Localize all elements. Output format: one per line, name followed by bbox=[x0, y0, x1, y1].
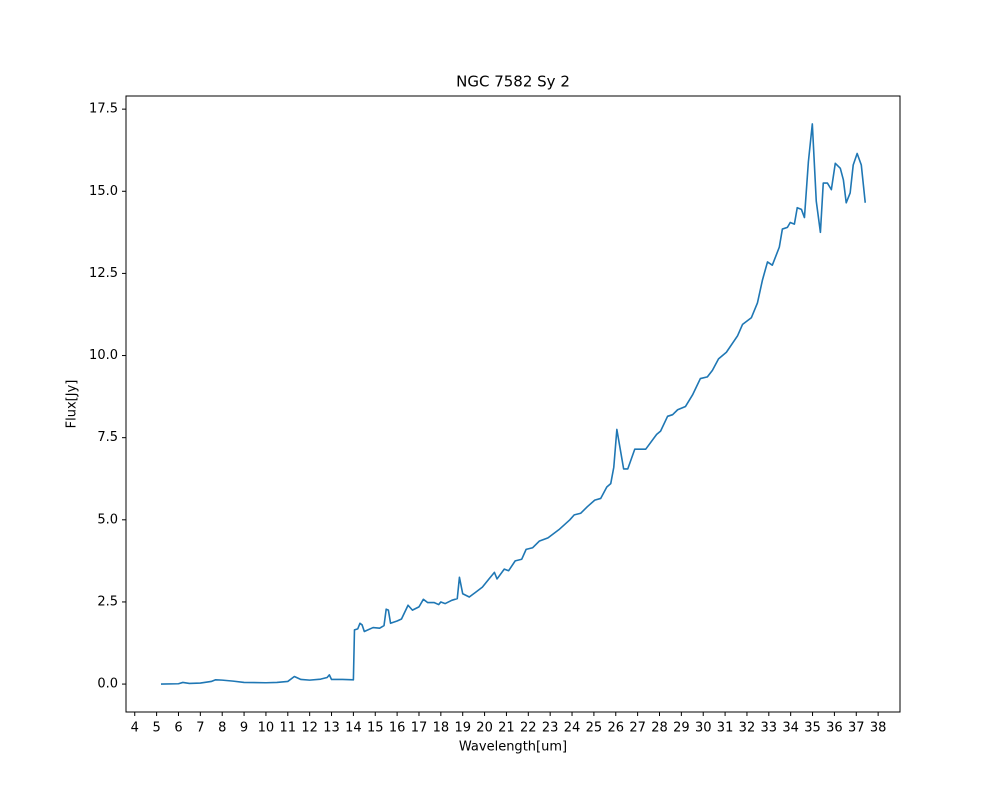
x-tick-label: 16 bbox=[389, 721, 406, 736]
y-tick-label: 15.0 bbox=[89, 184, 118, 199]
y-axis-label: Flux[Jy] bbox=[65, 380, 80, 429]
x-axis-label: Wavelength[um] bbox=[459, 740, 567, 755]
x-tick-label: 23 bbox=[542, 721, 559, 736]
y-tick-label: 17.5 bbox=[89, 102, 118, 117]
x-tick-label: 5 bbox=[152, 721, 160, 736]
x-tick-label: 18 bbox=[433, 721, 450, 736]
x-tick-label: 13 bbox=[323, 721, 340, 736]
x-tick-label: 25 bbox=[586, 721, 603, 736]
x-tick-label: 10 bbox=[258, 721, 275, 736]
x-tick-label: 28 bbox=[651, 721, 668, 736]
x-tick-label: 32 bbox=[739, 721, 756, 736]
x-tick-label: 7 bbox=[196, 721, 204, 736]
x-tick-label: 21 bbox=[498, 721, 515, 736]
x-tick-label: 37 bbox=[848, 721, 865, 736]
x-tick-label: 17 bbox=[411, 721, 428, 736]
y-tick-label: 2.5 bbox=[97, 594, 118, 609]
plot-frame bbox=[125, 95, 901, 713]
x-tick-label: 30 bbox=[695, 721, 712, 736]
x-tick-label: 22 bbox=[520, 721, 537, 736]
y-tick-label: 0.0 bbox=[97, 677, 118, 692]
x-tick-label: 12 bbox=[301, 721, 318, 736]
x-tick-label: 20 bbox=[476, 721, 493, 736]
x-tick-label: 27 bbox=[629, 721, 646, 736]
data-line bbox=[160, 123, 867, 685]
x-tick-label: 24 bbox=[564, 721, 581, 736]
x-tick-label: 38 bbox=[870, 721, 887, 736]
x-tick-label: 33 bbox=[761, 721, 778, 736]
x-tick-label: 9 bbox=[240, 721, 248, 736]
x-tick-label: 34 bbox=[782, 721, 799, 736]
y-tick-label: 12.5 bbox=[89, 266, 118, 281]
y-tick-label: 10.0 bbox=[89, 348, 118, 363]
x-tick-label: 11 bbox=[280, 721, 297, 736]
x-tick-label: 8 bbox=[218, 721, 226, 736]
x-tick-label: 14 bbox=[345, 721, 362, 736]
x-tick-label: 26 bbox=[607, 721, 624, 736]
x-tick-label: 31 bbox=[717, 721, 734, 736]
x-tick-label: 15 bbox=[367, 721, 384, 736]
x-tick-label: 36 bbox=[826, 721, 843, 736]
x-tick-label: 4 bbox=[131, 721, 139, 736]
y-tick-label: 5.0 bbox=[97, 512, 118, 527]
x-tick-label: 19 bbox=[454, 721, 471, 736]
y-tick-label: 7.5 bbox=[97, 430, 118, 445]
x-tick-label: 29 bbox=[673, 721, 690, 736]
x-tick-label: 6 bbox=[174, 721, 182, 736]
x-tick-label: 35 bbox=[804, 721, 821, 736]
chart-title: NGC 7582 Sy 2 bbox=[456, 73, 570, 91]
